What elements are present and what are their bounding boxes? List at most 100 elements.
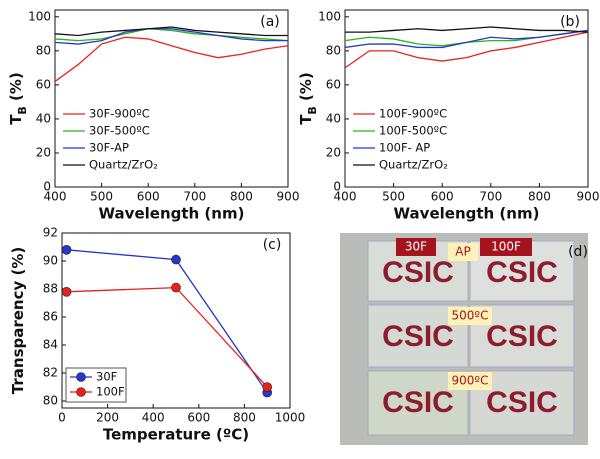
photo-label: 900ºC <box>452 374 489 388</box>
x-tick-label: 900 <box>277 190 300 204</box>
photo-label: 100F <box>491 240 521 254</box>
y-axis-title: Transparency (%) <box>9 247 27 394</box>
x-axis-title: Temperature (ºC) <box>103 426 249 444</box>
marker <box>61 286 72 297</box>
y-tick-label: 40 <box>36 111 51 125</box>
y-tick-label: 80 <box>43 394 58 408</box>
y-tick-label: 60 <box>36 77 51 91</box>
logo: CSIC <box>486 320 558 353</box>
x-tick-label: 800 <box>230 190 253 204</box>
label-bg <box>448 243 478 261</box>
marker <box>171 254 181 265</box>
x-tick-label: 700 <box>479 190 502 204</box>
x-tick-label: 0 <box>58 411 66 425</box>
plot-frame <box>61 232 291 409</box>
plot-frame <box>344 9 589 188</box>
photo-label: 500ºC <box>452 309 489 323</box>
logo: CSIC <box>486 256 558 289</box>
label-bg <box>448 307 492 325</box>
logo: CSIC <box>486 386 558 419</box>
x-tick-label: 600 <box>137 190 160 204</box>
panel-label: (b) <box>560 14 580 30</box>
y-tick-label: 60 <box>326 77 341 91</box>
y-tick-label: 90 <box>43 254 58 268</box>
y-tick-label: 86 <box>43 310 58 324</box>
y-axis-title-part: (%) <box>7 72 25 106</box>
legend-label: 30F-AP <box>89 141 129 155</box>
marker <box>61 245 72 255</box>
y-axis-title-part: T <box>297 114 315 125</box>
label-bg <box>396 238 436 256</box>
y-tick-label: 92 <box>43 226 58 240</box>
y-tick-label: 20 <box>326 145 341 159</box>
y-axis-title: TB (%) <box>7 72 29 125</box>
y-tick-label: 88 <box>43 282 58 296</box>
x-tick-label: 600 <box>431 190 454 204</box>
label-bg <box>480 238 532 256</box>
series-line <box>54 36 289 83</box>
series-line <box>344 31 589 69</box>
y-tick-label: 0 <box>333 180 341 194</box>
x-tick-label: 400 <box>334 190 357 204</box>
logo: CSIC <box>382 386 454 419</box>
x-tick-label: 400 <box>142 411 165 425</box>
legend-label: 100F-900ºC <box>379 107 447 121</box>
series-line <box>54 28 288 45</box>
legend-label: 100F- AP <box>379 141 430 155</box>
y-tick-label: 20 <box>36 145 51 159</box>
legend-label: Quartz/ZrO₂ <box>379 158 448 172</box>
x-tick-label: 1000 <box>275 411 306 425</box>
y-tick-label: 80 <box>326 43 341 57</box>
label-bg <box>448 372 492 390</box>
legend-marker <box>76 372 86 382</box>
x-tick-label: 200 <box>96 411 119 425</box>
x-tick-label: 500 <box>382 190 405 204</box>
x-tick-label: 800 <box>528 190 551 204</box>
legend-label: 30F <box>96 370 117 384</box>
photo-label: 30F <box>405 240 427 254</box>
y-tick-label: 40 <box>326 111 341 125</box>
panel-label: (d) <box>568 244 588 260</box>
logo: CSIC <box>382 320 454 353</box>
legend-label: Quartz/ZrO₂ <box>89 158 158 172</box>
y-axis-title-part: (%) <box>297 72 315 106</box>
y-axis-title-part: B <box>16 106 29 114</box>
marker <box>171 282 181 293</box>
series-line <box>345 26 589 33</box>
legend-label: 100F-500ºC <box>379 124 447 138</box>
legend-box <box>65 367 127 403</box>
x-axis-title: Wavelength (nm) <box>394 205 540 223</box>
series-line <box>54 26 288 37</box>
photo-panel: CSIC CSIC CSIC CSIC CSIC CSIC 30F AP 100… <box>340 233 588 445</box>
photo-label: AP <box>455 245 470 259</box>
panel-label: (c) <box>263 237 282 253</box>
y-tick-label: 84 <box>43 338 58 352</box>
y-tick-label: 80 <box>36 43 51 57</box>
panel-label: (a) <box>260 14 280 30</box>
x-tick-label: 900 <box>577 190 600 204</box>
legend-label: 100F <box>96 385 125 399</box>
y-axis-title-part: Transparency (%) <box>9 247 27 394</box>
legend-label: 30F-500ºC <box>89 124 150 138</box>
y-tick-label: 100 <box>28 9 51 23</box>
series-line <box>344 29 589 49</box>
plot-frame <box>54 9 289 188</box>
x-tick-label: 400 <box>44 190 67 204</box>
y-tick-label: 82 <box>43 366 58 380</box>
series-line <box>54 28 289 42</box>
y-axis-title-part: T <box>7 114 25 125</box>
logo: CSIC <box>382 256 454 289</box>
x-tick-label: 800 <box>233 411 256 425</box>
legend-label: 30F-900ºC <box>89 107 150 121</box>
x-axis-title: Wavelength (nm) <box>99 205 245 223</box>
y-tick-label: 0 <box>43 180 51 194</box>
x-tick-label: 500 <box>90 190 113 204</box>
y-axis-title-part: B <box>306 106 319 114</box>
y-axis-title: TB (%) <box>297 72 319 125</box>
x-tick-label: 700 <box>183 190 206 204</box>
marker <box>262 382 273 392</box>
y-tick-label: 100 <box>318 9 341 23</box>
legend-marker <box>76 387 86 397</box>
x-tick-label: 600 <box>187 411 210 425</box>
